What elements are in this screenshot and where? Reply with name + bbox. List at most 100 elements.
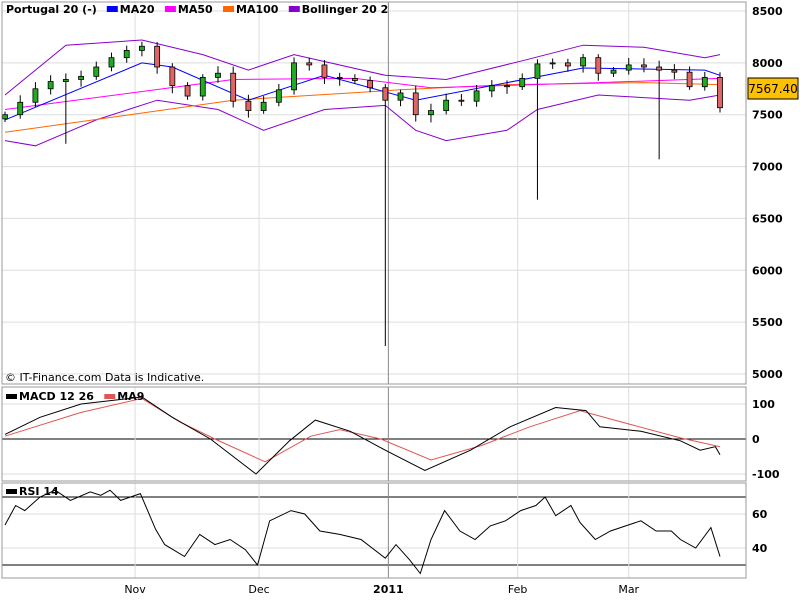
chart-title: Portugal 20 (-) <box>6 3 97 16</box>
panel-frame-macd <box>1 386 747 482</box>
last-price-badge: 7567.40 <box>747 77 799 100</box>
candle-up <box>108 57 115 68</box>
candle-up <box>2 114 8 120</box>
macd-legend: MACD 12 26 MA9 <box>6 390 144 403</box>
candle-up <box>275 89 282 103</box>
candle-up <box>443 99 450 111</box>
candle-down <box>504 85 510 88</box>
candle-up <box>123 50 130 59</box>
ma100-line <box>4 82 721 133</box>
copyright-notice: © IT-Finance.com Data is Indicative. <box>5 371 204 384</box>
legend-bollinger[interactable]: Bollinger 20 2 <box>288 3 388 16</box>
candle-down <box>184 85 191 97</box>
price-tick-label: 6500 <box>752 212 783 225</box>
candle-down <box>686 71 693 88</box>
legend: Portugal 20 (-) MA20 MA50 MA100 Bollinge… <box>6 3 388 16</box>
price-tick-label: 5500 <box>752 316 783 329</box>
candle-up <box>397 92 404 101</box>
bollinger-lower-line <box>4 94 721 147</box>
legend-swatch <box>288 6 300 12</box>
candle-up <box>473 90 480 102</box>
rsi-label: RSI 14 <box>19 485 59 498</box>
labels: 8500 8000 7500 7000 6500 6000 5500 5000 100 0 -100… <box>124 5 783 596</box>
legend-swatch <box>164 6 176 12</box>
legend-ma20[interactable]: MA20 <box>106 3 155 16</box>
rsi-tick-label: 60 <box>752 508 768 521</box>
candle-up <box>199 76 206 97</box>
x-tick-label: Feb <box>508 583 527 596</box>
candle-down <box>230 72 237 102</box>
legend-ma100[interactable]: MA100 <box>223 3 279 16</box>
last-price-value: 7567.40 <box>748 82 798 96</box>
indicator-lines <box>4 396 721 575</box>
macd-tick-label: 100 <box>752 398 775 411</box>
candle-up <box>291 62 297 91</box>
overlays <box>4 39 721 147</box>
rsi-legend: RSI 14 <box>6 485 59 498</box>
rsi-tick-label: 40 <box>752 542 768 555</box>
candle-up <box>47 81 54 90</box>
legend-label: Bollinger 20 2 <box>302 3 388 16</box>
candle-up <box>215 72 221 78</box>
candle-down <box>412 92 419 116</box>
legend-swatch <box>104 394 116 399</box>
candle-up <box>17 101 24 116</box>
legend-swatch <box>106 6 118 12</box>
bollinger-upper-line <box>4 39 721 96</box>
candle-up <box>78 75 84 80</box>
candle-up <box>428 110 434 116</box>
candle-down <box>169 66 176 87</box>
candle-down <box>336 76 343 79</box>
panel-frames <box>1 1 747 579</box>
panel-frame-main <box>1 1 747 385</box>
candle-up <box>62 79 69 82</box>
legend-label: MA50 <box>178 3 213 16</box>
macd-label: MACD 12 26 <box>19 390 94 403</box>
legend-label: MA100 <box>236 3 279 16</box>
macd-line <box>4 396 721 475</box>
candle-up <box>488 85 495 92</box>
candle-up <box>534 63 541 79</box>
price-tick-label: 7500 <box>752 109 783 122</box>
candle-up <box>701 76 708 88</box>
candle-down <box>656 66 663 71</box>
signal-label: MA9 <box>117 390 144 403</box>
x-tick-label: Nov <box>124 583 146 596</box>
candle-up <box>549 62 556 65</box>
candle-up <box>610 69 617 74</box>
candle-down <box>564 62 571 67</box>
candle-down <box>306 62 313 66</box>
candle-down <box>595 57 602 74</box>
candle-up <box>93 66 100 77</box>
x-tick-label: Mar <box>618 583 639 596</box>
legend-swatch <box>223 6 235 12</box>
price-tick-label: 6000 <box>752 264 783 277</box>
candle-up <box>260 101 267 111</box>
legend-swatch <box>6 489 17 494</box>
candle-down <box>382 87 389 101</box>
x-tick-label: 2011 <box>373 583 404 596</box>
candle-down <box>641 64 647 68</box>
candle-down <box>367 80 374 89</box>
candle-up <box>32 88 39 103</box>
candle-down <box>245 100 252 111</box>
ma50-line <box>4 77 721 110</box>
price-tick-label: 5000 <box>752 368 783 381</box>
legend-ma50[interactable]: MA50 <box>164 3 213 16</box>
candle-down <box>671 69 678 73</box>
rsi-line <box>4 489 721 575</box>
candle-up <box>139 45 145 51</box>
legend-label: MA20 <box>120 3 155 16</box>
macd-tick-label: -100 <box>752 468 780 481</box>
price-tick-label: 7000 <box>752 161 783 174</box>
macd-signal-line <box>4 397 721 463</box>
macd-tick-label: 0 <box>752 433 760 446</box>
candle-down <box>458 99 465 102</box>
candle-down <box>321 64 328 78</box>
x-tick-label: Dec <box>248 583 269 596</box>
candle-up <box>519 78 526 88</box>
candles <box>2 41 723 346</box>
panel-frame-rsi <box>1 482 747 579</box>
candle-down <box>717 76 723 109</box>
